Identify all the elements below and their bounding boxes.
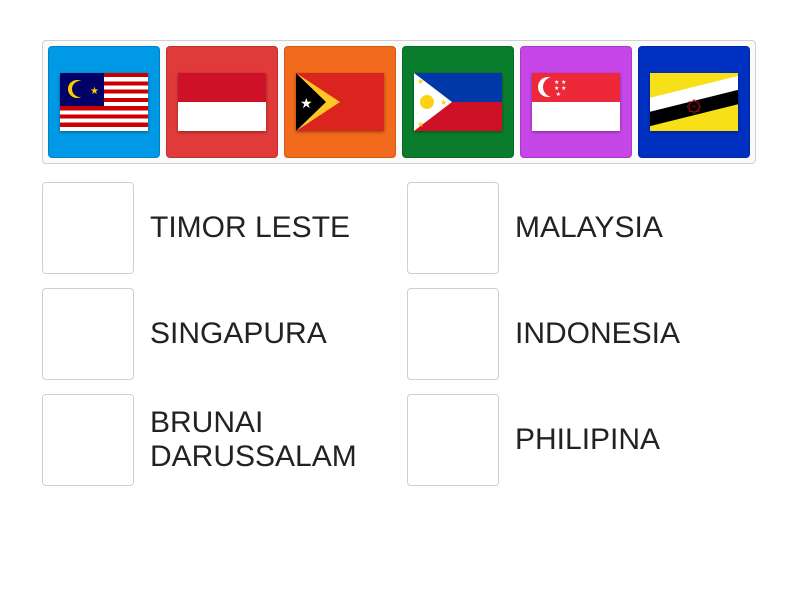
singapore-flag-icon: ★ ★★ ★ ★ [532,73,620,131]
answer-row: INDONESIA [407,288,758,380]
flag-tile-row: ★ ★ ★★★ ★ ★★ ★ ★ [42,40,756,164]
brunei-flag-icon: ۞ [650,73,738,131]
timor-leste-flag-icon: ★ [296,73,384,131]
answer-grid: TIMOR LESTE MALAYSIA SINGAPURA INDONESIA… [42,182,758,486]
answer-label: PHILIPINA [515,423,660,458]
philippines-flag-icon: ★★★ [414,73,502,131]
answer-label: MALAYSIA [515,211,663,246]
drop-target-philipina[interactable] [407,394,499,486]
flag-tile-brunei[interactable]: ۞ [638,46,750,158]
activity-container: ★ ★ ★★★ ★ ★★ ★ ★ [0,0,800,526]
indonesia-flag-icon [178,73,266,131]
answer-row: TIMOR LESTE [42,182,393,274]
flag-tile-singapore[interactable]: ★ ★★ ★ ★ [520,46,632,158]
answer-row: SINGAPURA [42,288,393,380]
drop-target-timor-leste[interactable] [42,182,134,274]
answer-label: TIMOR LESTE [150,211,350,246]
drop-target-malaysia[interactable] [407,182,499,274]
flag-tile-timor-leste[interactable]: ★ [284,46,396,158]
answer-label: BRUNAI DARUSSALAM [150,406,393,475]
flag-tile-indonesia[interactable] [166,46,278,158]
drop-target-indonesia[interactable] [407,288,499,380]
answer-row: BRUNAI DARUSSALAM [42,394,393,486]
drop-target-brunei[interactable] [42,394,134,486]
drop-target-singapura[interactable] [42,288,134,380]
answer-row: MALAYSIA [407,182,758,274]
answer-label: SINGAPURA [150,317,327,352]
answer-row: PHILIPINA [407,394,758,486]
flag-tile-philippines[interactable]: ★★★ [402,46,514,158]
answer-label: INDONESIA [515,317,680,352]
flag-tile-malaysia[interactable]: ★ [48,46,160,158]
malaysia-flag-icon: ★ [60,73,148,131]
